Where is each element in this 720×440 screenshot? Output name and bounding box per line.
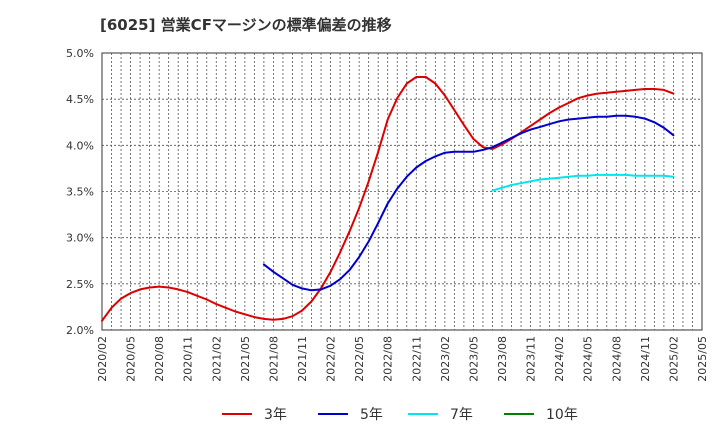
legend-label: 5年 (360, 407, 383, 423)
x-tick-label: 2024/11 (639, 336, 652, 382)
x-tick-label: 2024/05 (582, 336, 595, 382)
y-tick-label: 2.0% (66, 324, 94, 337)
legend-label: 7年 (450, 407, 473, 423)
x-tick-label: 2023/08 (496, 336, 509, 382)
x-tick-label: 2023/11 (525, 336, 538, 382)
x-tick-label: 2020/08 (153, 336, 166, 382)
y-tick-label: 3.5% (66, 186, 94, 199)
x-tick-label: 2020/02 (96, 336, 109, 382)
x-tick-label: 2020/11 (182, 336, 195, 382)
x-tick-label: 2022/05 (353, 336, 366, 382)
legend-label: 10年 (546, 407, 578, 423)
x-tick-label: 2025/02 (667, 336, 680, 382)
legend-label: 3年 (264, 407, 287, 423)
x-tick-label: 2022/08 (382, 336, 395, 382)
x-tick-label: 2024/08 (610, 336, 623, 382)
chart-title: [6025] 営業CFマージンの標準偏差の推移 (100, 16, 392, 34)
series-lines (101, 76, 675, 322)
x-tick-label: 2022/02 (325, 336, 338, 382)
series-line (101, 76, 675, 322)
x-tick-label: 2024/02 (553, 336, 566, 382)
y-tick-label: 3.0% (66, 232, 94, 245)
x-axis-ticks: 2020/02 2020/05 2020/08 2020/11 2021/02 2021/… (96, 336, 709, 382)
x-tick-label: 2021/05 (239, 336, 252, 382)
series-line (491, 173, 675, 192)
x-tick-label: 2021/08 (267, 336, 280, 382)
y-tick-label: 5.0% (66, 47, 94, 60)
x-tick-label: 2021/11 (296, 336, 309, 382)
x-tick-label: 2023/05 (467, 336, 480, 382)
grid-lines (102, 53, 702, 330)
x-tick-label: 2021/02 (210, 336, 223, 382)
x-tick-label: 2023/02 (439, 336, 452, 382)
series-line (262, 114, 675, 292)
x-tick-label: 2020/05 (125, 336, 138, 382)
y-tick-label: 4.0% (66, 139, 94, 152)
legend: 3年 5年 7年 10年 (222, 407, 578, 423)
y-tick-label: 4.5% (66, 93, 94, 106)
x-tick-label: 2022/11 (410, 336, 423, 382)
y-tick-label: 2.5% (66, 278, 94, 291)
x-tick-label: 2025/05 (696, 336, 709, 382)
y-axis-ticks: 2.0% 2.5% 3.0% 3.5% 4.0% 4.5% 5.0% (66, 47, 94, 337)
